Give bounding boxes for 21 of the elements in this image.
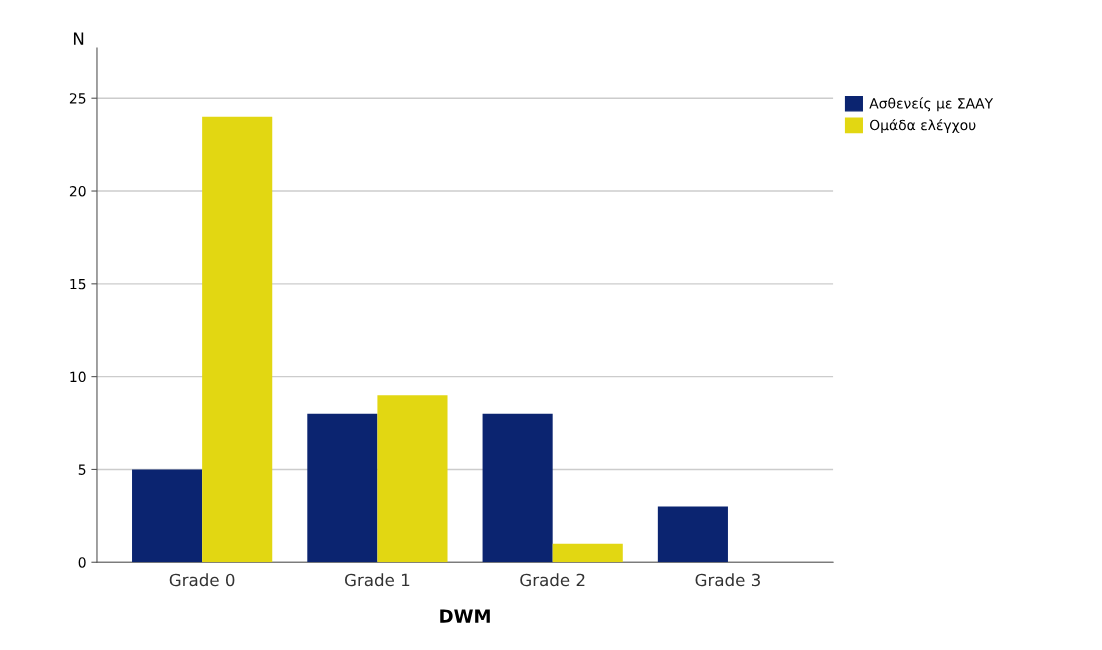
bar — [132, 469, 203, 563]
y-tick-label: 20 — [69, 185, 86, 197]
x-tick-label: Grade 0 — [169, 573, 235, 587]
bar — [657, 506, 728, 563]
legend-label: Ομάδα ελέγχου — [870, 118, 976, 133]
bar — [552, 543, 623, 563]
x-tick-label: Grade 2 — [520, 573, 585, 587]
bar — [377, 395, 448, 563]
x-tick-label: Grade 1 — [344, 573, 410, 587]
bar — [202, 116, 273, 563]
x-tick-label: Grade 3 — [695, 573, 760, 587]
x-axis-title: DWM — [440, 609, 490, 623]
bar — [307, 413, 378, 563]
y-tick-label: 25 — [69, 93, 86, 104]
y-tick-label: 15 — [70, 278, 86, 290]
y-tick-label: 0 — [78, 557, 86, 568]
bar — [482, 413, 553, 563]
y-tick-label: 10 — [70, 371, 86, 383]
y-tick-label: 5 — [78, 464, 86, 475]
y-axis-title: N — [73, 32, 84, 45]
legend-label: Ασθενείς με ΣΑΑΥ — [869, 97, 994, 112]
